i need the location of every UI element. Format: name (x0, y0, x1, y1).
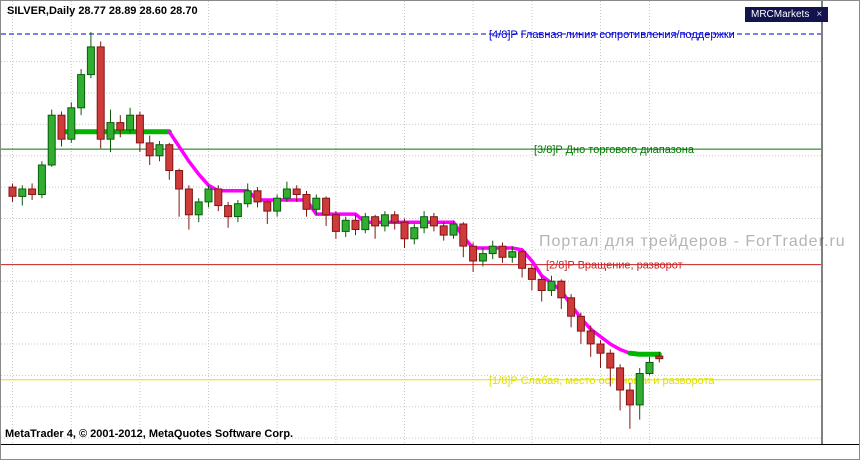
candle-body (429, 216, 438, 227)
candle-body (449, 223, 458, 236)
candle-body (224, 205, 233, 218)
candle-body (253, 190, 262, 203)
candle-body (410, 227, 419, 240)
candle-body (165, 144, 174, 171)
candle-body (361, 216, 370, 231)
candle-body (586, 330, 595, 345)
candle-body (645, 361, 654, 374)
candle-body (18, 188, 27, 197)
candle-body (527, 267, 536, 280)
candle-body (292, 188, 301, 195)
candle-body (537, 278, 546, 291)
fortrader-watermark: Портал для трейдеров - ForTrader.ru (539, 233, 846, 250)
candle-body (204, 188, 213, 203)
candle-body (557, 280, 566, 299)
candle-body (371, 216, 380, 227)
candle-body (596, 343, 605, 354)
broker-label: MRCMarkets (751, 9, 810, 20)
close-icon[interactable]: × (816, 8, 823, 20)
price-axis[interactable]: 36.7535.9035.0534.2033.3532.5031.6530.80… (822, 1, 859, 444)
candle-body (518, 251, 527, 269)
candle-body (439, 225, 448, 236)
level-label: [2/8]P Вращение, разворот (546, 260, 683, 272)
level-label: [1/8]P Слабая, место остановки и разворо… (489, 375, 715, 387)
candle-body (116, 122, 125, 131)
candle-body (302, 194, 311, 210)
candle-body (96, 46, 105, 140)
candle-body (341, 219, 350, 232)
candle-body (616, 367, 625, 391)
time-axis[interactable]: 16 Feb 201226 Feb 20126 Mar 201215 Mar 2… (1, 444, 859, 459)
candle-body (194, 201, 203, 216)
candle-body (380, 214, 389, 227)
candle-body (547, 280, 556, 291)
candle-body (655, 355, 664, 360)
candle-body (312, 197, 321, 210)
candle-body (635, 373, 644, 406)
candle-body (488, 245, 497, 255)
candle-body (214, 188, 223, 207)
candle-body (508, 251, 517, 258)
candle-body (469, 245, 478, 262)
candle-body (57, 114, 66, 140)
candle-body (478, 253, 487, 262)
candle-body (175, 170, 184, 190)
candle-body (625, 389, 634, 406)
level-label: [4/8]P Главная линия сопротивления/подде… (489, 29, 735, 41)
candle-body (263, 201, 272, 212)
broker-panel: MRCMarkets × (745, 7, 829, 22)
candle-body (331, 214, 340, 232)
candle-body (567, 297, 576, 317)
candle-body (8, 186, 17, 197)
trend-line-up (627, 350, 662, 357)
candle-body (606, 352, 615, 369)
candle-body (184, 188, 193, 216)
candle-body (77, 74, 86, 109)
trend-line-down (167, 130, 632, 355)
candle-body (576, 315, 585, 332)
candle-body (420, 216, 429, 229)
candle-body (400, 221, 409, 240)
candle-body (351, 219, 360, 231)
candle-body (28, 188, 37, 195)
candle-body (86, 46, 95, 76)
candle-body (155, 144, 164, 157)
candle-body (135, 114, 144, 144)
candle-body (37, 164, 46, 195)
candle-body (390, 214, 399, 223)
candle-body (282, 188, 291, 199)
candle-body (243, 190, 252, 205)
candle-body (273, 197, 282, 212)
candle-body (322, 197, 331, 216)
candle-body (47, 114, 56, 166)
chart-symbol-title: SILVER,Daily 28.77 28.89 28.60 28.70 (7, 5, 198, 17)
candle-body (67, 107, 76, 140)
level-label: [3/8]P Дно торгового диапазона (534, 144, 695, 156)
candle-body (498, 245, 507, 258)
candle-body (106, 122, 115, 140)
candle-body (459, 223, 468, 247)
copyright-text: MetaTrader 4, © 2001-2012, MetaQuotes So… (5, 428, 294, 440)
candle-body (126, 114, 135, 131)
candle-body (233, 203, 242, 218)
candle-body (145, 142, 154, 157)
